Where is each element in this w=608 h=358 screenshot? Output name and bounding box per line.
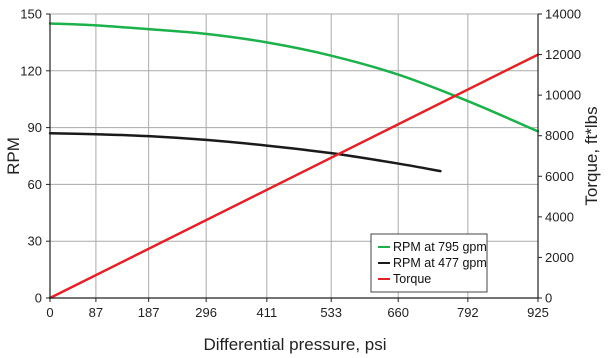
legend-box — [370, 233, 488, 293]
y-right-tick-label: 14000 — [545, 7, 581, 22]
x-tick-label: 296 — [195, 305, 217, 320]
y-right-tick-label: 2000 — [545, 250, 574, 265]
x-tick-label: 925 — [527, 305, 549, 320]
x-tick-label: 187 — [138, 305, 160, 320]
y-left-tick-label: 120 — [20, 63, 42, 78]
legend-label-rpm-795: RPM at 795 gpm — [393, 240, 487, 254]
y-right-tick-label: 12000 — [545, 47, 581, 62]
series-line-rpm-477 — [48, 132, 442, 173]
y-left-tick-label: 150 — [20, 7, 42, 22]
y-left-tick-label: 60 — [28, 177, 42, 192]
y-right-tick-label: 0 — [545, 291, 552, 306]
axes — [49, 14, 539, 299]
y-right-tick-label: 4000 — [545, 209, 574, 224]
legend: RPM at 795 gpm RPM at 477 gpm Torque — [370, 233, 488, 293]
y-left-tick-label: 30 — [28, 234, 42, 249]
x-tick-label: 0 — [46, 305, 53, 320]
y-axis-title-right: Torque, ft*lbs — [582, 106, 601, 205]
y-right-tick-label: 6000 — [545, 169, 574, 184]
ticks: 0 87 187 296 411 533 660 792 9250306090120150020… — [20, 7, 581, 321]
x-tick-label: 411 — [256, 305, 277, 320]
x-tick-label: 792 — [457, 305, 479, 320]
legend-label-torque: Torque — [393, 272, 431, 286]
legend-label-rpm-477: RPM at 477 gpm — [393, 256, 487, 270]
y-left-tick-label: 90 — [28, 120, 42, 135]
y-right-tick-label: 10000 — [545, 88, 581, 103]
series-layer — [48, 22, 540, 300]
y-axis-title-left: RPM — [4, 137, 23, 175]
y-left-tick-label: 0 — [35, 291, 42, 306]
x-axis-title: Differential pressure, psi — [204, 335, 387, 354]
x-tick-label: 660 — [387, 305, 409, 320]
x-tick-label: 533 — [320, 305, 342, 320]
y-right-tick-label: 8000 — [545, 128, 574, 143]
series-line-rpm-795 — [48, 22, 540, 133]
x-tick-label: 87 — [89, 305, 103, 320]
series-line-torque — [48, 53, 540, 300]
